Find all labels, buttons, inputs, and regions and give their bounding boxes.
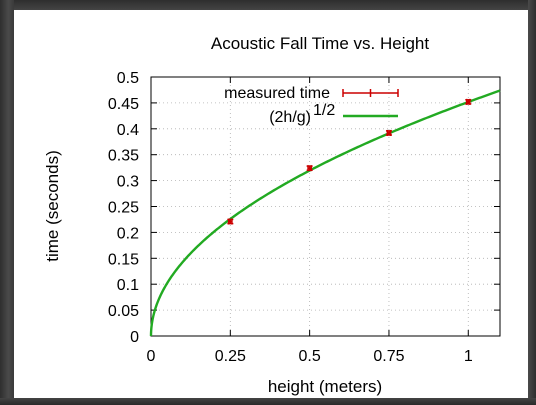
y-tick-label: 0.4 [117, 122, 139, 139]
data-points-layer [227, 98, 472, 225]
y-tick-label: 0.1 [117, 277, 139, 294]
chart-title: Acoustic Fall Time vs. Height [211, 34, 430, 53]
y-tick-label: 0.15 [108, 251, 139, 268]
data-point [306, 165, 313, 172]
y-tick-label: 0 [130, 329, 139, 346]
x-tick-label: 0.25 [215, 348, 246, 365]
y-tick-label: 0.45 [108, 96, 139, 113]
frame-right-border [528, 0, 536, 405]
y-tick-label: 0.25 [108, 200, 139, 217]
x-axis-label: height (meters) [268, 377, 382, 396]
legend-label-fit-exponent: 1/2 [313, 102, 335, 119]
y-tick-label: 0.3 [117, 174, 139, 191]
plot-axes [150, 76, 501, 337]
tick-labels: 0 0.05 0.1 0.15 0.2 0.25 0.3 0.35 0.4 0.45 0.5 0 0.2… [108, 70, 473, 365]
y-tick-label: 0.5 [117, 70, 139, 87]
y-tick-label: 0.2 [117, 225, 139, 242]
y-tick-label: 0.35 [108, 148, 139, 165]
x-tick-label: 0.75 [373, 348, 404, 365]
data-point [385, 129, 392, 136]
legend: measured time (2h/g) 1/2 [224, 85, 399, 126]
legend-label-measured: measured time [224, 85, 330, 102]
chart-panel [14, 10, 528, 398]
fit-curve [149, 89, 501, 336]
data-point [465, 98, 472, 105]
x-tick-label: 0.5 [299, 348, 321, 365]
legend-label-fit: (2h/g) [269, 109, 311, 126]
data-point [227, 218, 234, 225]
y-axis-label: time (seconds) [43, 150, 62, 261]
frame-bottom-border [0, 398, 536, 405]
x-tick-label: 0 [147, 348, 156, 365]
y-tick-label: 0.05 [108, 303, 139, 320]
frame-top-border [0, 0, 536, 10]
x-tick-label: 1 [464, 348, 473, 365]
frame-left-border [0, 0, 14, 405]
fit-curve-layer [149, 89, 501, 336]
